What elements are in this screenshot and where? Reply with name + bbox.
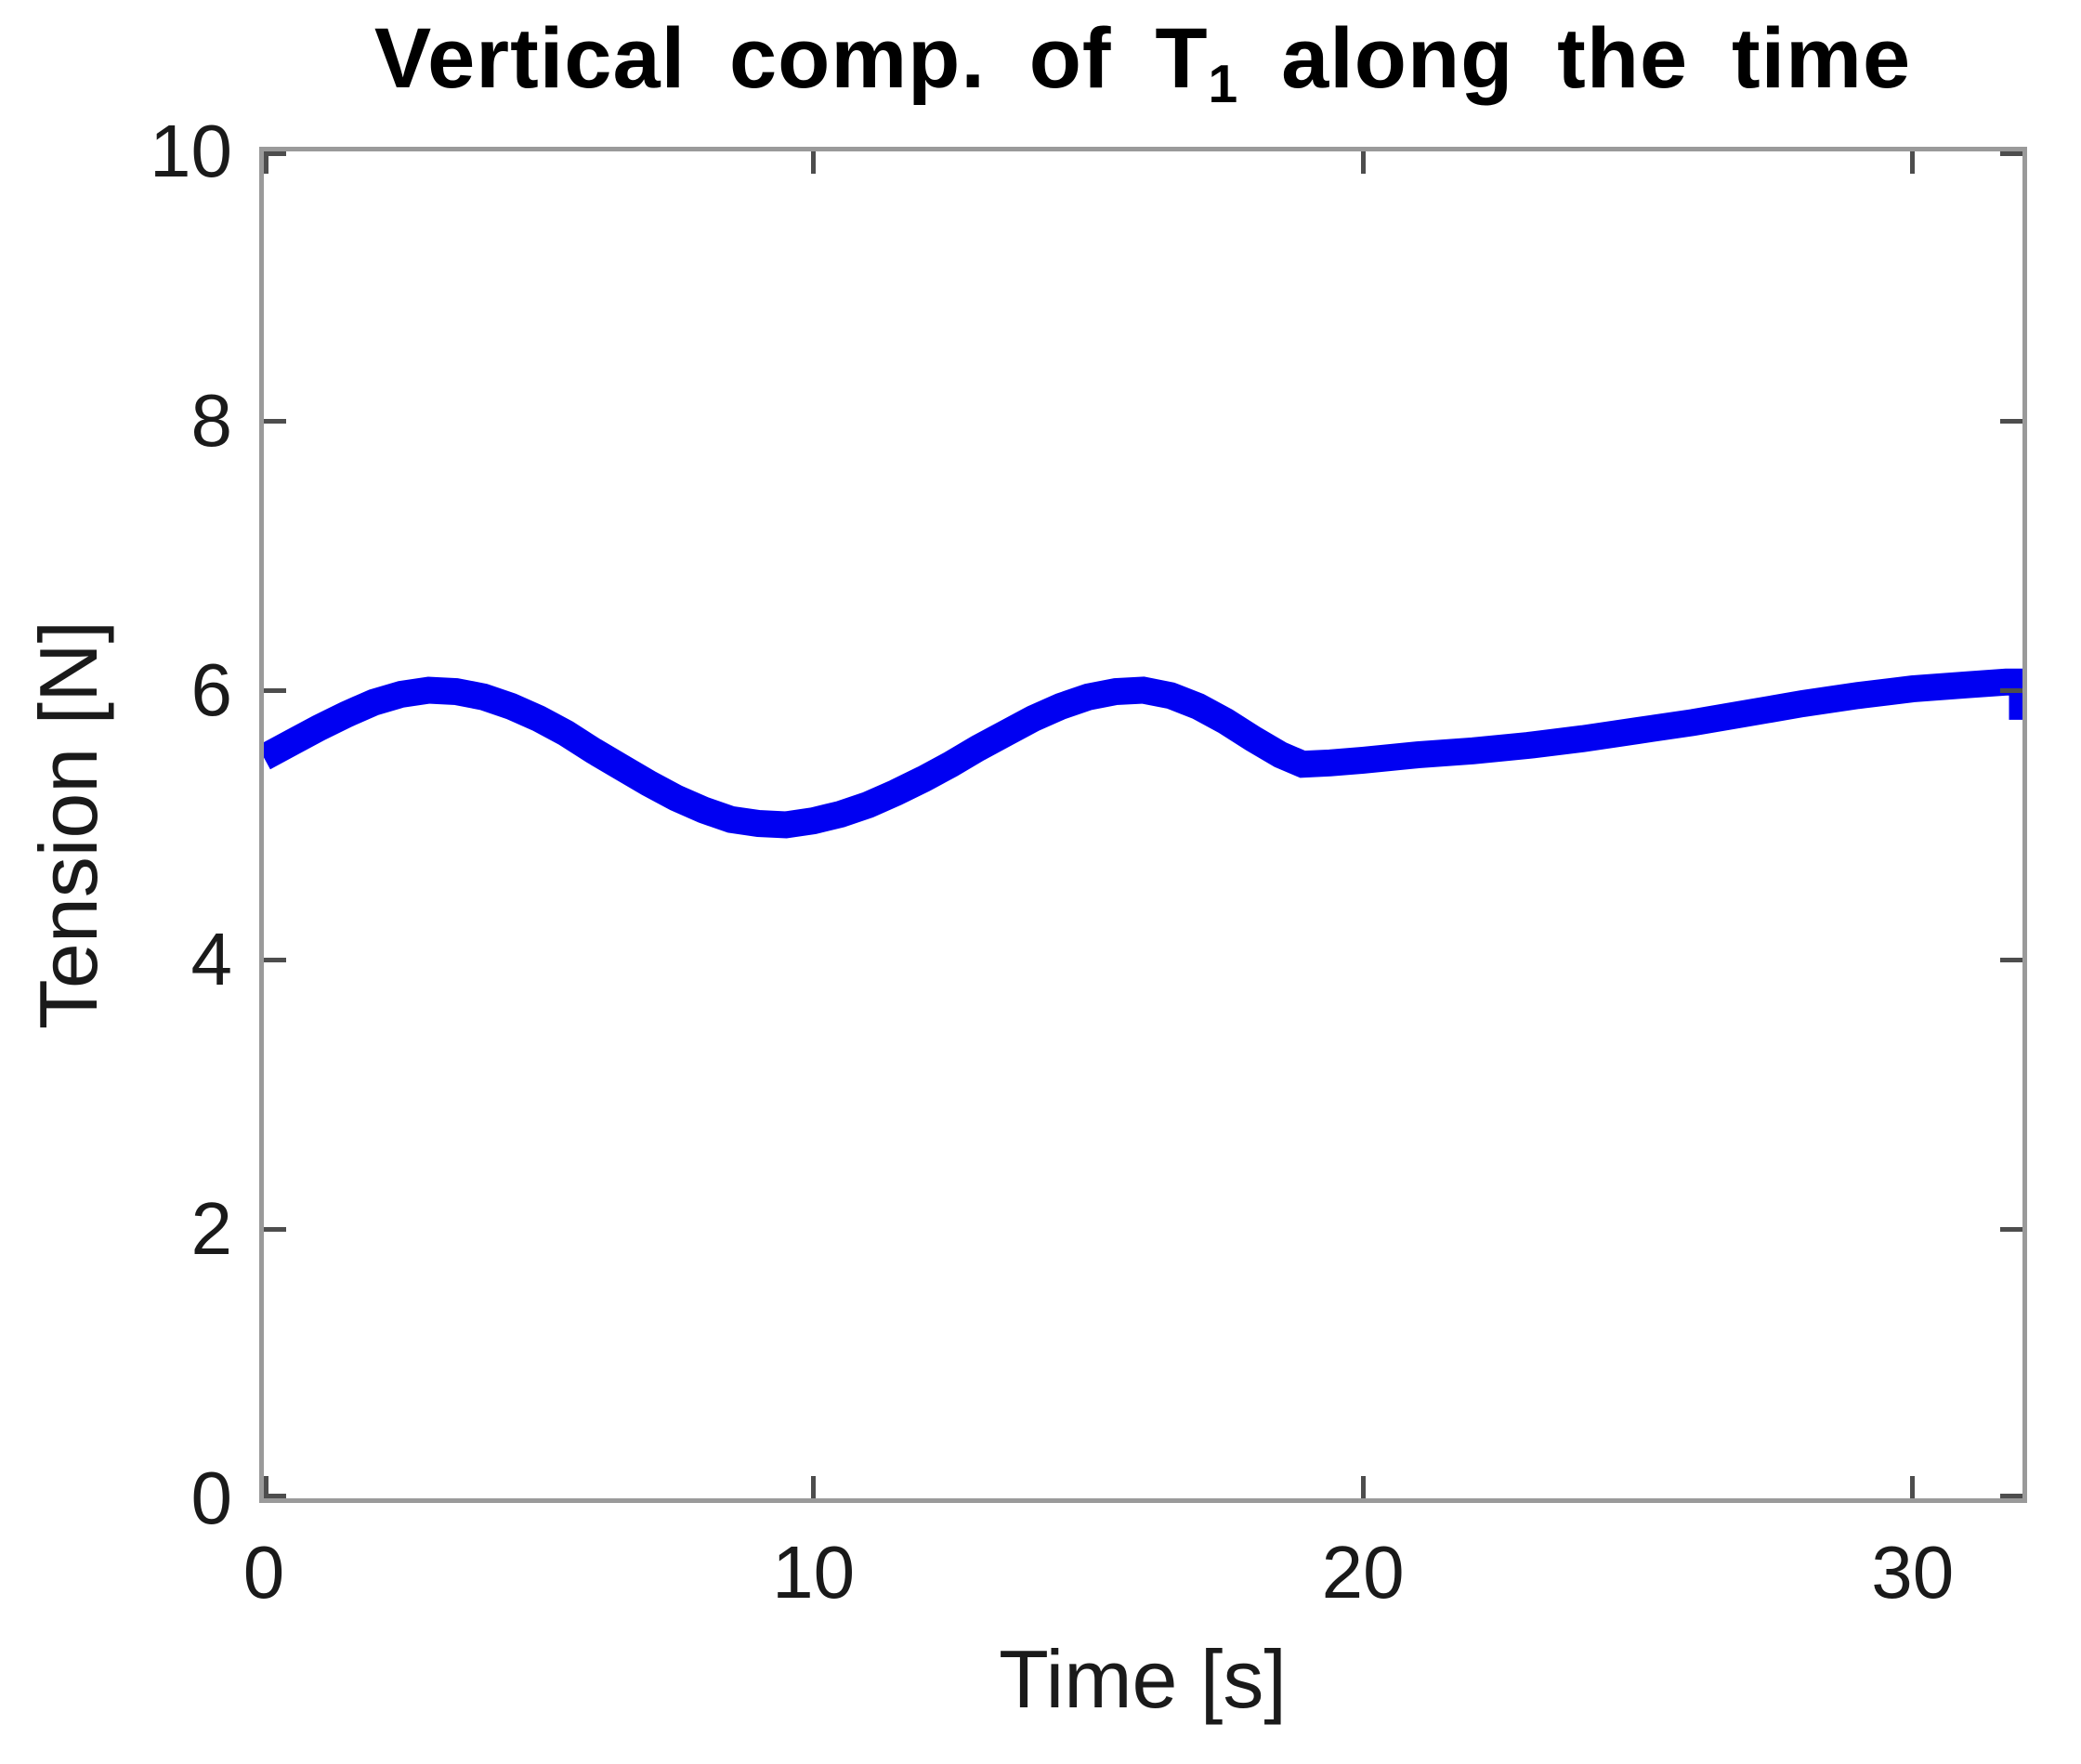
axis-tick-mark <box>2000 1226 2022 1232</box>
x-tick-label: 0 <box>242 1531 285 1614</box>
plot-area <box>259 147 2027 1503</box>
axis-tick-mark <box>1360 151 1366 174</box>
axis-tick-mark <box>264 1226 286 1232</box>
chart-title: Vertical comp. of T1 along the time <box>374 7 1911 136</box>
axis-tick-mark <box>2000 957 2022 962</box>
axis-tick-mark <box>264 151 286 156</box>
y-tick-label: 2 <box>190 1187 233 1270</box>
axis-tick-mark <box>1360 1476 1366 1498</box>
y-tick-label: 6 <box>190 648 233 731</box>
chart-title-subscript: 1 <box>1208 54 1238 114</box>
chart-title-prefix: Vertical comp. of T <box>373 11 1209 106</box>
y-tick-label: 0 <box>190 1457 233 1539</box>
axis-tick-mark <box>2000 151 2022 156</box>
line-chart-canvas <box>264 668 2022 839</box>
x-tick-label: 30 <box>1871 1531 1955 1614</box>
axis-tick-mark <box>1910 151 1916 174</box>
y-tick-label: 4 <box>190 918 233 1000</box>
axis-tick-mark <box>2000 687 2022 693</box>
x-axis-label: Time [s] <box>999 1633 1287 1725</box>
x-tick-label: 20 <box>1321 1531 1405 1614</box>
axis-tick-mark <box>2000 418 2022 424</box>
axis-tick-mark <box>264 687 286 693</box>
x-tick-label: 10 <box>772 1531 856 1614</box>
axis-tick-mark <box>264 1494 286 1498</box>
axis-tick-mark <box>264 418 286 424</box>
axis-tick-mark <box>264 1476 268 1498</box>
axis-tick-mark <box>1910 1476 1916 1498</box>
chart-title-suffix: along the time <box>1237 11 1912 106</box>
axis-tick-mark <box>264 151 268 174</box>
axis-tick-mark <box>811 1476 817 1498</box>
axis-tick-mark <box>264 957 286 962</box>
axis-tick-mark <box>811 151 817 174</box>
y-tick-label: 10 <box>150 110 232 192</box>
y-tick-label: 8 <box>190 379 233 462</box>
axis-tick-mark <box>2000 1494 2022 1498</box>
tension-series-line <box>264 668 2022 839</box>
